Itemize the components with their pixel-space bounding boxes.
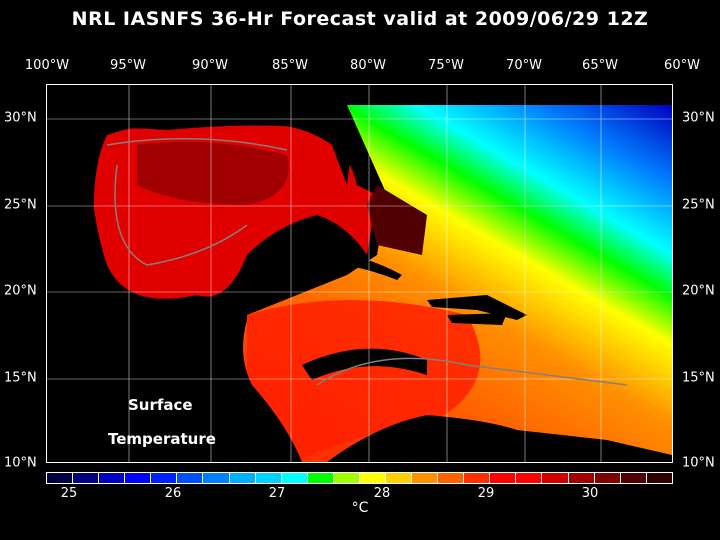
colorbar-swatch: [281, 473, 308, 483]
colorbar-swatch: [47, 473, 74, 483]
colorbar-swatch: [151, 473, 178, 483]
colorbar: [46, 472, 673, 484]
lon-label: 80°W: [350, 58, 386, 73]
lat-label: 20°N: [682, 283, 715, 299]
colorbar-swatch: [203, 473, 230, 483]
lon-label: 85°W: [272, 58, 308, 73]
colorbar-swatch: [620, 473, 647, 483]
lon-label: 60°W: [664, 58, 700, 73]
colorbar-swatch: [438, 473, 465, 483]
colorbar-swatch: [73, 473, 100, 483]
lat-label: 30°N: [682, 110, 715, 126]
colorbar-tick: 29: [477, 486, 495, 501]
colorbar-tick: 30: [581, 486, 599, 501]
colorbar-swatch: [542, 473, 569, 483]
colorbar-swatch: [594, 473, 621, 483]
colorbar-swatch: [412, 473, 439, 483]
lat-label: 30°N: [4, 110, 37, 126]
colorbar-tick: 25: [60, 486, 78, 501]
colorbar-tick: 27: [268, 486, 286, 501]
colorbar-swatch: [255, 473, 282, 483]
sst-field: [47, 85, 672, 462]
colorbar-tick: 28: [373, 486, 391, 501]
colorbar-swatch: [568, 473, 595, 483]
colorbar-swatch: [359, 473, 387, 483]
colorbar-swatch: [464, 473, 491, 483]
sst-map: [46, 84, 673, 463]
colorbar-swatch: [516, 473, 543, 483]
colorbar-swatch: [229, 473, 256, 483]
lon-label: 65°W: [582, 58, 618, 73]
colorbar-unit: °C: [351, 500, 369, 516]
lon-label: 95°W: [110, 58, 146, 73]
map-label-surface: Surface: [128, 396, 193, 414]
map-title: NRL IASNFS 36-Hr Forecast valid at 2009/…: [71, 8, 649, 30]
colorbar-swatch: [490, 473, 517, 483]
colorbar-swatch: [333, 473, 360, 483]
colorbar-swatch: [177, 473, 204, 483]
lat-label: 20°N: [4, 283, 37, 299]
map-label-temperature: Temperature: [108, 430, 216, 448]
colorbar-tick: 26: [164, 486, 182, 501]
colorbar-swatch: [99, 473, 126, 483]
lat-label: 15°N: [682, 370, 715, 386]
lat-label: 10°N: [682, 455, 715, 471]
colorbar-swatch: [386, 473, 413, 483]
lon-label: 90°W: [192, 58, 228, 73]
lon-label: 70°W: [506, 58, 542, 73]
lat-label: 25°N: [682, 197, 715, 213]
colorbar-swatch: [307, 473, 334, 483]
lat-label: 25°N: [4, 197, 37, 213]
lon-label: 100°W: [24, 58, 70, 73]
colorbar-swatch: [125, 473, 152, 483]
lat-label: 15°N: [4, 370, 37, 386]
colorbar-swatch: [646, 473, 672, 483]
lat-label: 10°N: [4, 455, 37, 471]
lon-label: 75°W: [428, 58, 464, 73]
